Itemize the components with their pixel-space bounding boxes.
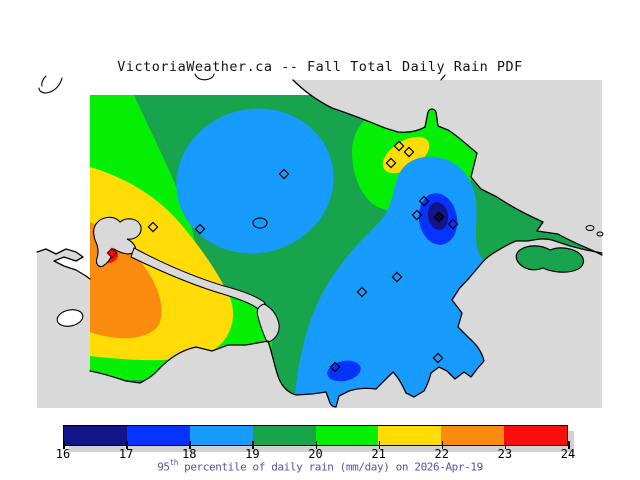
station-marker [385, 157, 397, 169]
colorbar-tickmark [63, 441, 65, 449]
lake-contour [252, 217, 268, 229]
colorbar-tick-label: 21 [371, 447, 386, 461]
coastline-fragment-northwest [38, 75, 63, 94]
colorbar-tickmark [315, 441, 317, 449]
coastline-northeast [292, 79, 603, 256]
colorbar-tick-label: 17 [118, 447, 134, 461]
station-marker [329, 361, 341, 373]
station-marker [194, 223, 206, 235]
colorbar-tickmark [441, 441, 444, 449]
station-marker [403, 146, 415, 158]
colorbar-tick-label: 18 [182, 447, 197, 461]
islet-2 [596, 231, 604, 237]
colorbar [63, 425, 568, 446]
land-west [37, 249, 90, 408]
sooke-basin [93, 216, 142, 268]
station-marker [356, 286, 368, 298]
station-marker [147, 221, 159, 233]
station-markers [106, 140, 459, 373]
colorbar-tick-label: 19 [245, 447, 260, 461]
colorbar-tickmark [504, 441, 507, 449]
colorbar-segment [315, 426, 379, 445]
colorbar-tickmark [126, 441, 128, 449]
colorbar-tickmark [189, 441, 191, 449]
colorbar-segments [64, 426, 567, 445]
coastline-layer [36, 73, 603, 408]
colorbar-tick-label: 20 [308, 447, 323, 461]
colorbar-segment [189, 426, 253, 445]
station-marker [393, 140, 405, 152]
station-marker [106, 247, 118, 259]
caption-text: percentile of daily rain (mm/day) on 202… [177, 460, 483, 474]
station-marker [278, 168, 290, 180]
land-northeast [293, 80, 602, 255]
caption-value: 95 [157, 460, 170, 474]
water-south-east [90, 238, 602, 408]
esquimalt-lagoon [256, 303, 280, 343]
caption-superscript: th [169, 458, 179, 467]
colorbar-segment [252, 426, 316, 445]
colorbar-segment [378, 426, 442, 445]
region-rain-17-18-south [327, 360, 361, 382]
coastline-fragment-title [194, 73, 215, 81]
colorbar-tick-label: 22 [434, 447, 449, 461]
lake [56, 309, 84, 327]
station-marker [433, 211, 445, 223]
islet-1 [585, 225, 595, 231]
land-layer [37, 80, 604, 408]
station-marker [432, 352, 444, 364]
station-marker [391, 271, 403, 283]
station-marker [447, 218, 459, 230]
colorbar-segment [441, 426, 505, 445]
colorbar-tick-label: 16 [55, 447, 71, 461]
page-title: VictoriaWeather.ca -- Fall Total Daily R… [117, 59, 523, 75]
colorbar-segment [64, 426, 127, 445]
colorbar-tick-label: 24 [560, 447, 576, 461]
colorbar-segment [126, 426, 190, 445]
coastline-west-land [36, 248, 91, 280]
station-marker [411, 209, 423, 221]
coastline-south [89, 238, 603, 408]
colorbar-segment [504, 426, 567, 445]
colorbar-caption: 95th percentile of daily rain (mm/day) o… [0, 458, 640, 474]
colorbar-tick-label: 23 [497, 447, 513, 461]
region-rain-18-19-oval [176, 108, 334, 254]
colorbar-tickmark [378, 441, 381, 449]
island-northeast [515, 245, 585, 273]
coastline-fragment-north [440, 74, 446, 81]
colorbar-tickmark [568, 441, 570, 449]
colorbar-tickmark [252, 441, 254, 449]
station-marker [418, 195, 430, 207]
